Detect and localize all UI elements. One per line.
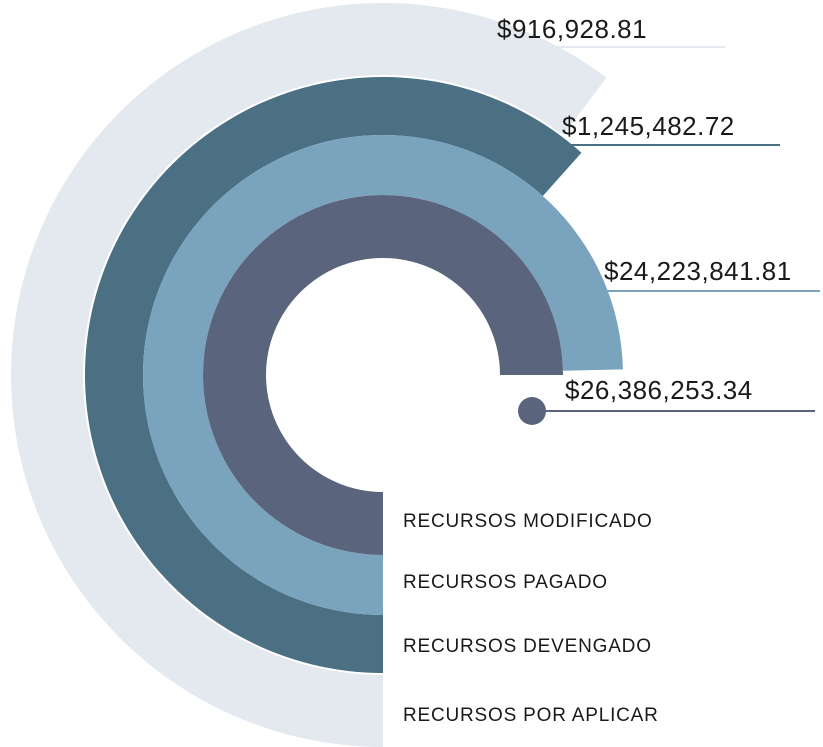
value-label: $916,928.81 <box>497 14 647 44</box>
category-label: RECURSOS POR APLICAR <box>403 705 659 726</box>
category-label: RECURSOS DEVENGADO <box>403 636 652 657</box>
category-label: RECURSOS PAGADO <box>403 572 608 593</box>
ring-bar <box>203 195 563 555</box>
category-label: RECURSOS MODIFICADO <box>403 511 653 532</box>
label-dot <box>518 131 546 159</box>
ring-bar <box>10 2 607 747</box>
value-label: $26,386,253.34 <box>565 375 753 405</box>
label-dot <box>564 277 592 305</box>
label-dot <box>462 33 490 61</box>
value-label: $1,245,482.72 <box>562 111 735 141</box>
label-dot <box>518 397 546 425</box>
value-label: $24,223,841.81 <box>604 256 792 286</box>
